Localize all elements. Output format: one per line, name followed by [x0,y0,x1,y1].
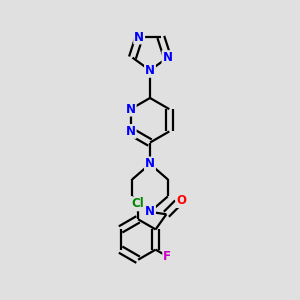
Text: N: N [126,125,136,138]
Text: N: N [163,51,172,64]
Text: N: N [145,206,155,218]
Text: N: N [134,31,144,44]
Text: N: N [126,103,136,116]
Text: N: N [145,64,155,77]
Text: O: O [176,194,186,207]
Text: F: F [163,250,171,263]
Text: Cl: Cl [132,197,145,210]
Text: N: N [145,158,155,170]
